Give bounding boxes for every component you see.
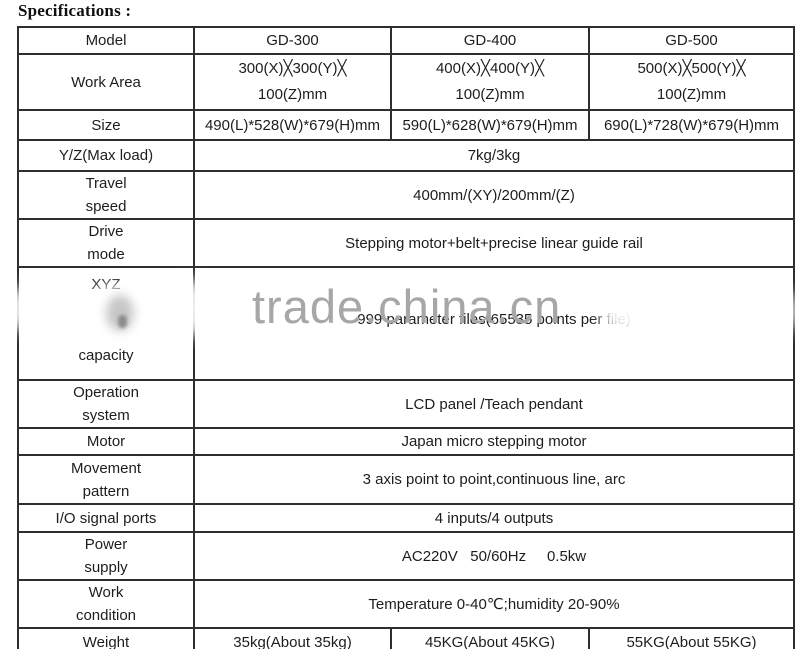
label-line: Operation (73, 384, 139, 401)
cell-weight-gd400: 45KG(About 45KG) (390, 627, 590, 649)
work-area-line: 500(X)╳500(Y)╳ (637, 60, 746, 77)
cell-work-condition: Temperature 0-40℃;humidity 20-90% (193, 579, 795, 629)
row-label-power-supply: Power supply (17, 531, 195, 581)
watermark-blur-patch (6, 286, 32, 332)
label-line: Travel (85, 175, 127, 192)
row-motor: Motor Japan micro stepping motor (17, 427, 795, 456)
watermark-blur-patch (688, 296, 752, 336)
label-line: capacity (78, 347, 134, 364)
watermark: trade.china.cn (252, 280, 562, 333)
row-io-ports: I/O signal ports 4 inputs/4 outputs (17, 503, 795, 533)
specifications-table: Model GD-300 GD-400 GD-500 Work Area 300… (17, 26, 795, 649)
row-label-work-area: Work Area (17, 53, 195, 111)
cell-size-gd500: 690(L)*728(W)*679(H)mm (588, 109, 795, 141)
cell-operation-system: LCD panel /Teach pendant (193, 379, 795, 429)
cell-work-area-gd300: 300(X)╳300(Y)╳ 100(Z)mm (193, 53, 392, 111)
work-area-line: 100(Z)mm (656, 86, 727, 103)
cell-size-gd400: 590(L)*628(W)*679(H)mm (390, 109, 590, 141)
cell-travel-speed: 400mm/(XY)/200mm/(Z) (193, 170, 795, 220)
cell-io-ports: 4 inputs/4 outputs (193, 503, 795, 533)
watermark-blur-patch (600, 290, 658, 334)
cell-motor: Japan micro stepping motor (193, 427, 795, 456)
work-area-line: 100(Z)mm (257, 86, 328, 103)
cell-model-gd500: GD-500 (588, 26, 795, 55)
cell-model-gd300: GD-300 (193, 26, 392, 55)
row-label-size: Size (17, 109, 195, 141)
label-line: Work (88, 584, 124, 601)
label-line: pattern (82, 482, 130, 500)
row-label-work-condition: Work condition (17, 579, 195, 629)
cell-model-gd400: GD-400 (390, 26, 590, 55)
xyz-capacity-value: 999 parameter files(65535 points per fil… (357, 310, 631, 328)
label-line: mode (87, 246, 125, 263)
label-line: system (82, 407, 130, 424)
cell-weight-gd300: 35kg(About 35kg) (193, 627, 392, 649)
watermark-blur-patch (760, 288, 798, 334)
label-line: supply (84, 559, 128, 576)
row-work-condition: Work condition Temperature 0-40℃;humidit… (17, 579, 795, 629)
cell-work-area-gd500: 500(X)╳500(Y)╳ 100(Z)mm (588, 53, 795, 111)
row-label-io-ports: I/O signal ports (17, 503, 195, 533)
label-line: condition (75, 607, 137, 624)
row-label-drive-mode: Drive mode (17, 218, 195, 268)
cell-drive-mode: Stepping motor+belt+precise linear guide… (193, 218, 795, 268)
row-label-weight: Weight (17, 627, 195, 649)
row-movement-pattern: Movement pattern 3 axis point to point,c… (17, 454, 795, 505)
cell-work-area-gd400: 400(X)╳400(Y)╳ 100(Z)mm (390, 53, 590, 111)
row-label-motor: Motor (17, 427, 195, 456)
work-area-line: 100(Z)mm (455, 86, 525, 103)
row-work-area: Work Area 300(X)╳300(Y)╳ 100(Z)mm 400(X)… (17, 53, 795, 111)
cell-weight-gd500: 55KG(About 55KG) (588, 627, 795, 649)
row-operation-system: Operation system LCD panel /Teach pendan… (17, 379, 795, 429)
cell-size-gd300: 490(L)*528(W)*679(H)mm (193, 109, 392, 141)
row-label-max-load: Y/Z(Max load) (17, 139, 195, 172)
row-label-movement-pattern: Movement pattern (17, 454, 195, 505)
row-max-load: Y/Z(Max load) 7kg/3kg (17, 139, 795, 172)
work-area-line: 400(X)╳400(Y)╳ (435, 60, 545, 77)
label-line: Power (84, 536, 128, 553)
watermark-blur-patch (176, 278, 208, 338)
label-line: Movement (70, 459, 142, 477)
page-title: Specifications : (18, 1, 132, 20)
label-line: Drive (88, 223, 124, 240)
row-weight: Weight 35kg(About 35kg) 45KG(About 45KG)… (17, 627, 795, 649)
cell-power-supply: AC220V 50/60Hz 0.5kw (193, 531, 795, 581)
row-label-operation-system: Operation system (17, 379, 195, 429)
row-travel-speed: Travel speed 400mm/(XY)/200mm/(Z) (17, 170, 795, 220)
work-area-line: 300(X)╳300(Y)╳ (238, 60, 347, 77)
cell-max-load: 7kg/3kg (193, 139, 795, 172)
row-label-model: Model (17, 26, 195, 55)
row-power-supply: Power supply AC220V 50/60Hz 0.5kw (17, 531, 795, 581)
cell-movement-pattern: 3 axis point to point,continuous line, a… (193, 454, 795, 505)
row-model: Model GD-300 GD-400 GD-500 (17, 26, 795, 55)
row-label-travel-speed: Travel speed (17, 170, 195, 220)
row-drive-mode: Drive mode Stepping motor+belt+precise l… (17, 218, 795, 268)
blurred-text-remnant (118, 315, 127, 328)
label-line: speed (85, 198, 127, 215)
row-size: Size 490(L)*528(W)*679(H)mm 590(L)*628(W… (17, 109, 795, 141)
